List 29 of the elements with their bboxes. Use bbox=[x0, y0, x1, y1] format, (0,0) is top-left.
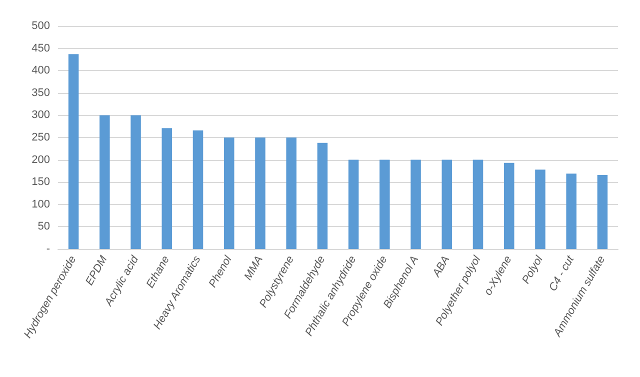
y-tick-label: 100 bbox=[32, 198, 50, 210]
y-tick-label: 250 bbox=[32, 132, 50, 144]
y-tick-label: 50 bbox=[38, 220, 50, 233]
bar bbox=[68, 54, 79, 249]
bar bbox=[597, 174, 608, 249]
bar bbox=[100, 115, 110, 249]
bar bbox=[192, 130, 204, 249]
y-tick-label: 150 bbox=[32, 176, 50, 188]
bar bbox=[348, 160, 359, 249]
y-tick-label: 200 bbox=[32, 154, 50, 166]
bar bbox=[162, 128, 172, 249]
bar bbox=[410, 160, 421, 249]
bar bbox=[504, 162, 514, 249]
y-tick-label: 400 bbox=[32, 64, 50, 77]
bar bbox=[286, 138, 296, 249]
y-tick-label: - bbox=[46, 243, 50, 255]
y-tick-label: 500 bbox=[32, 20, 50, 32]
y-tick-label: 450 bbox=[32, 42, 50, 54]
y-tick-label: 350 bbox=[32, 86, 50, 99]
bar bbox=[255, 138, 266, 249]
bar bbox=[472, 160, 484, 249]
bar bbox=[566, 174, 576, 249]
bar bbox=[317, 142, 328, 249]
y-tick-label: 300 bbox=[32, 109, 50, 122]
bar bbox=[224, 138, 234, 249]
bar bbox=[130, 115, 141, 249]
bar bbox=[535, 170, 546, 249]
bar bbox=[442, 160, 452, 249]
bar bbox=[380, 160, 390, 249]
